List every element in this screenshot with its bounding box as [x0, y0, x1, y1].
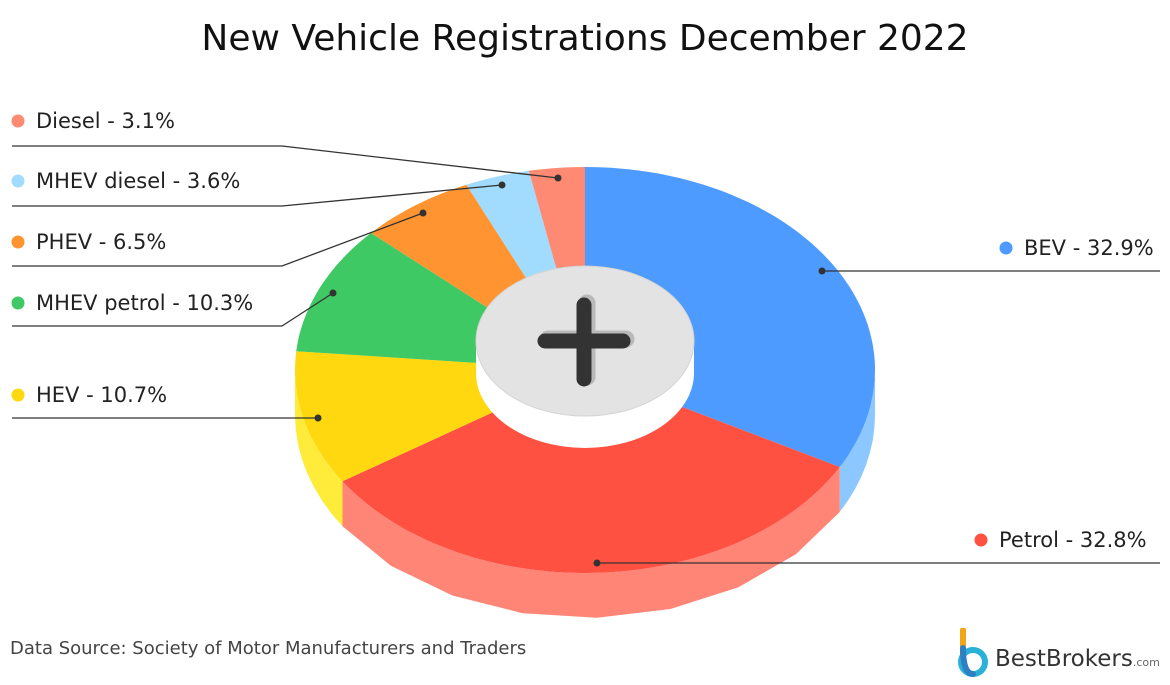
- pie-slice-petrol: [342, 370, 840, 573]
- plus-icon: [537, 294, 635, 387]
- legend-marker-bev: [999, 241, 1013, 255]
- slice-label-bev: BEV - 32.9%: [1024, 236, 1154, 260]
- brand-logo: BestBrokers.com: [955, 628, 1165, 678]
- slice-side-bev: [839, 370, 875, 513]
- pie-sides: [295, 370, 875, 618]
- legend-marker-phev: [11, 235, 25, 249]
- leader-dot-mhev-petrol: [329, 289, 337, 297]
- slice-label-phev: PHEV - 6.5%: [36, 230, 166, 254]
- leader-lines: [12, 145, 1160, 567]
- bestbrokers-logo-icon: [958, 628, 988, 677]
- slice-labels: BEV - 32.9% Petrol - 32.8% HEV - 10.7% MHEV…: [11, 109, 1154, 552]
- legend-marker-mhev-petrol: [11, 296, 25, 310]
- slice-label-diesel: Diesel - 3.1%: [36, 109, 175, 133]
- leader-dot-phev: [419, 209, 427, 217]
- brand-name: BestBrokers.com: [995, 646, 1160, 672]
- slice-label-petrol: Petrol - 32.8%: [999, 528, 1147, 552]
- leader-dot-petrol: [593, 559, 601, 567]
- chart-title: New Vehicle Registrations December 2022: [201, 18, 969, 59]
- leader-line-diesel: [12, 145, 559, 179]
- slice-label-mhev-diesel: MHEV diesel - 3.6%: [36, 169, 240, 193]
- hub-side: [476, 341, 694, 448]
- leader-line-mhev-petrol: [12, 292, 334, 327]
- legend-marker-mhev-diesel: [11, 174, 25, 188]
- leader-line-phev: [12, 212, 424, 267]
- slice-side-petrol: [342, 467, 840, 618]
- leader-dot-bev: [818, 267, 826, 275]
- data-source-note: Data Source: Society of Motor Manufactur…: [10, 638, 527, 659]
- slice-side-hev: [295, 370, 343, 527]
- legend-marker-petrol: [974, 533, 988, 547]
- leader-dot-hev: [314, 414, 322, 422]
- leader-dot-diesel: [554, 174, 562, 182]
- legend-marker-hev: [11, 388, 25, 402]
- legend-marker-diesel: [11, 114, 25, 128]
- brand-domain: .com: [1132, 656, 1160, 669]
- slice-label-hev: HEV - 10.7%: [36, 383, 167, 407]
- slice-label-mhev-petrol: MHEV petrol - 10.3%: [36, 291, 253, 315]
- leader-dot-mhev-diesel: [498, 181, 506, 189]
- center-hub: [475, 265, 695, 448]
- leader-line-mhev-diesel: [12, 184, 503, 207]
